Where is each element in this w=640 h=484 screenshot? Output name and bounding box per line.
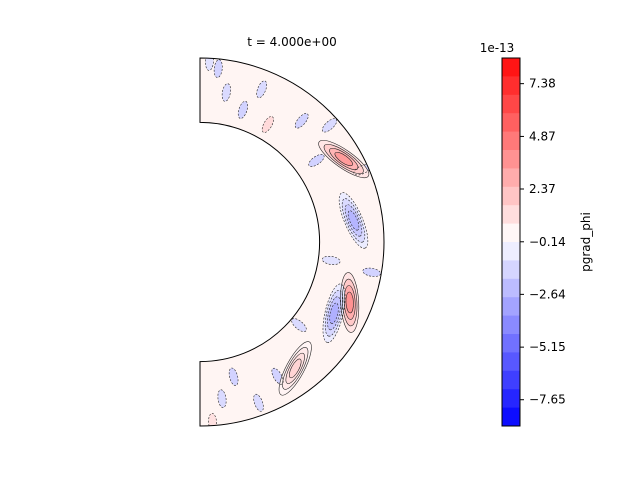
- contour-blob: [238, 101, 248, 119]
- contour-blob: [362, 268, 381, 277]
- colorbar-band: [502, 168, 520, 188]
- feature-contour: [338, 192, 369, 249]
- colorbar-band: [502, 205, 520, 225]
- contour-blob: [256, 80, 267, 98]
- colorbar-band: [502, 352, 520, 372]
- contour-blob: [217, 389, 227, 408]
- feature-contour: [323, 143, 364, 175]
- contour-blob: [222, 83, 231, 102]
- colorbar-band: [502, 297, 520, 317]
- colorbar-band: [502, 113, 520, 133]
- colorbar-band: [502, 407, 520, 427]
- plot-area: [199, 57, 385, 427]
- contour-line: [237, 100, 248, 119]
- colorbar-tick-label: 4.87: [529, 129, 556, 143]
- colorbar-band: [502, 223, 520, 243]
- annulus-boundary: [199, 57, 385, 427]
- contour-line: [271, 367, 284, 385]
- colorbar-ticks: 7.38 4.87 2.37 −0.14 −2.64 −5.15 −7.65: [520, 77, 566, 407]
- feature-contour: [345, 291, 354, 314]
- colorbar-band: [502, 131, 520, 151]
- contour-line: [321, 255, 341, 265]
- feature-contour: [341, 198, 366, 243]
- colorbar-bands: [502, 58, 520, 427]
- colorbar-offset-text: 1e-13: [480, 41, 515, 55]
- contour-line: [261, 116, 274, 133]
- contour-line: [228, 367, 239, 386]
- feature-fill: [334, 152, 353, 166]
- contour-line: [217, 389, 227, 408]
- contour-line: [308, 154, 325, 167]
- feature-fill: [345, 291, 354, 313]
- chart-title: t = 4.000e+00: [247, 35, 336, 49]
- contour-fills: [205, 58, 381, 426]
- colorbar-band: [502, 370, 520, 390]
- contour-blob: [262, 116, 274, 133]
- colorbar-band: [502, 58, 520, 77]
- feature-contour: [347, 210, 360, 231]
- contour-line: [256, 80, 268, 99]
- colorbar-tick-label: −7.65: [529, 393, 566, 407]
- contour-line: [221, 83, 231, 102]
- colorbar-label: pgrad_phi: [579, 212, 593, 272]
- contour-blob: [322, 118, 337, 133]
- contour-line: [294, 113, 309, 129]
- contour-blob: [308, 154, 325, 167]
- colorbar-band: [502, 94, 520, 114]
- feature-contour: [322, 283, 346, 343]
- contour-line: [253, 393, 264, 412]
- feature-contour: [282, 347, 309, 390]
- colorbar-band: [502, 186, 520, 206]
- colorbar-band: [502, 76, 520, 96]
- contour-blob: [229, 368, 239, 386]
- colorbar-band: [502, 389, 520, 409]
- feature-contour: [342, 278, 358, 327]
- colorbar-band: [502, 334, 520, 353]
- colorbar-band: [502, 242, 520, 261]
- feature-contour: [344, 204, 363, 237]
- feature-contour: [278, 341, 312, 396]
- colorbar-tick-label: 7.38: [529, 77, 556, 91]
- feature-contour: [324, 290, 344, 337]
- colorbar-tick-label: −5.15: [529, 340, 566, 354]
- contour-blob: [291, 318, 307, 332]
- colorbar-band: [502, 260, 520, 280]
- colorbar-tick-label: 2.37: [529, 182, 556, 196]
- feature-contour: [329, 302, 339, 324]
- colorbar-band: [502, 150, 520, 169]
- feature-contour: [318, 139, 370, 179]
- contour-line: [291, 318, 307, 332]
- contour-line: [362, 267, 381, 277]
- colorbar-band: [502, 278, 520, 298]
- colorbar: 7.38 4.87 2.37 −0.14 −2.64 −5.15 −7.65 1e-13 p…: [480, 41, 593, 427]
- feature-fill: [348, 210, 359, 231]
- contour-blob: [253, 394, 264, 412]
- contour-blob: [205, 58, 214, 71]
- feature-contour: [327, 296, 341, 331]
- colorbar-band: [502, 315, 520, 335]
- feature-contour: [329, 147, 359, 171]
- contour-blob: [322, 256, 341, 265]
- feature-contour: [343, 285, 356, 320]
- feature-contour: [285, 352, 305, 384]
- contour-blob: [208, 413, 217, 426]
- feature-fill: [289, 358, 302, 378]
- contour-blob: [295, 113, 309, 129]
- feature-contour: [288, 358, 302, 379]
- colorbar-tick-label: −0.14: [529, 235, 566, 249]
- colorbar-tick-label: −2.64: [529, 287, 566, 301]
- feature-contour: [340, 272, 360, 333]
- contour-blob: [214, 59, 223, 78]
- feature-contour: [334, 151, 353, 167]
